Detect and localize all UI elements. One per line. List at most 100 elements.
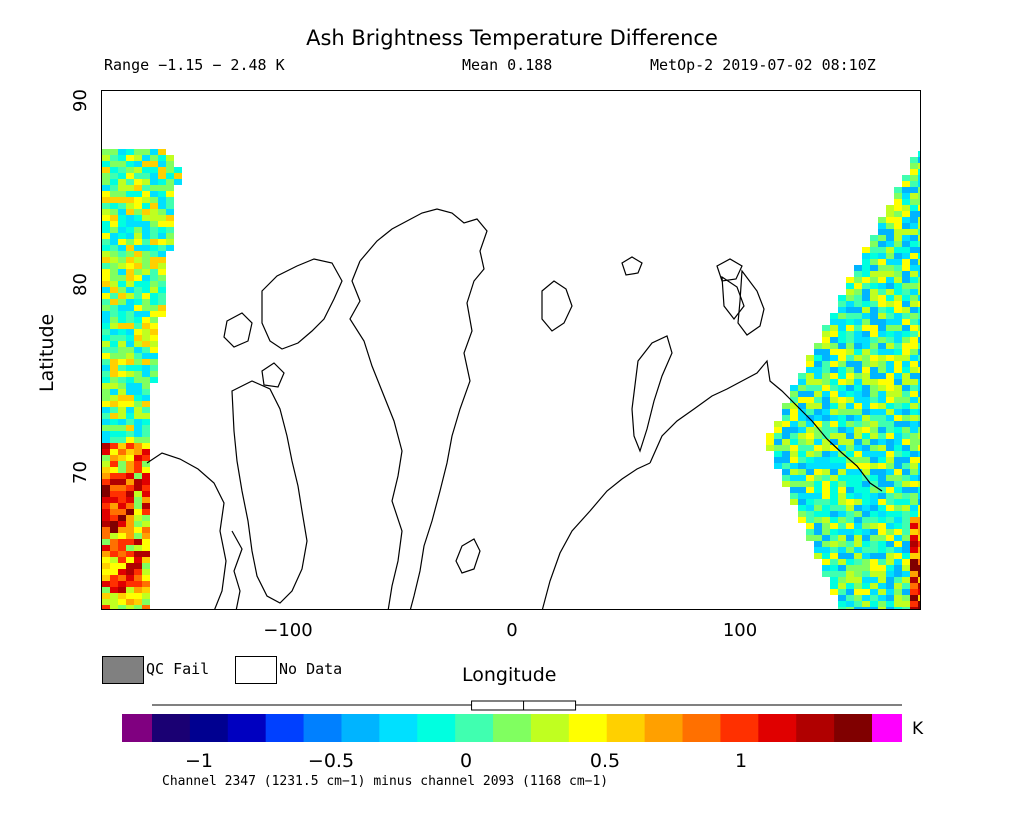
swath-cell — [870, 475, 878, 481]
swath-cell — [830, 577, 838, 583]
swath-cell — [126, 197, 134, 203]
swath-cell — [806, 427, 814, 433]
swath-cell — [910, 553, 918, 559]
swath-cell — [150, 245, 158, 251]
swath-cell — [894, 469, 902, 475]
swath-cell — [102, 149, 110, 155]
swath-cell — [878, 379, 886, 385]
swath-cell — [838, 589, 846, 595]
swath-cell — [870, 277, 878, 283]
swath-cell — [902, 295, 910, 301]
cbar-tick-minus05: −0.5 — [307, 750, 355, 772]
swath-cell — [118, 149, 126, 155]
swath-cell — [846, 289, 854, 295]
swath-cell — [766, 433, 774, 439]
swath-cell — [838, 367, 846, 373]
swath-cell — [806, 517, 814, 523]
swath-cell — [886, 247, 894, 253]
swath-cell — [878, 283, 886, 289]
swath-cell — [126, 407, 134, 413]
swath-cell — [814, 463, 822, 469]
swath-cell — [854, 601, 862, 607]
swath-cell — [886, 481, 894, 487]
swath-cell — [118, 569, 126, 575]
swath-cell — [150, 185, 158, 191]
swath-cell — [862, 559, 870, 565]
swath-cell — [910, 493, 918, 499]
swath-cell — [902, 577, 910, 583]
swath-cell — [846, 469, 854, 475]
swath-cell — [854, 529, 862, 535]
swath-cell — [846, 319, 854, 325]
swath-cell — [886, 253, 894, 259]
swath-cell — [142, 593, 150, 599]
coastline-greenland-west — [349, 260, 403, 609]
coastline-scandinavia — [541, 462, 651, 609]
swath-cell — [118, 251, 126, 257]
swath-cell — [902, 415, 910, 421]
swath-cell — [918, 157, 920, 163]
swath-cell — [118, 479, 126, 485]
swath-cell — [870, 493, 878, 499]
swath-cell — [110, 359, 118, 365]
swath-cell — [110, 431, 118, 437]
swath-cell — [862, 457, 870, 463]
swath-cell — [118, 509, 126, 515]
swath-cell — [870, 445, 878, 451]
swath-cell — [902, 331, 910, 337]
swath-cell — [886, 445, 894, 451]
swath-cell — [102, 527, 110, 533]
swath-cell — [118, 455, 126, 461]
swath-cell — [886, 565, 894, 571]
swath-cell — [918, 481, 920, 487]
swath-cell — [846, 421, 854, 427]
swath-cell — [166, 239, 174, 245]
swath-cell — [822, 463, 830, 469]
swath-cell — [142, 503, 150, 509]
swath-cell — [102, 605, 110, 609]
swath-cell — [918, 535, 920, 541]
swath-cell — [918, 451, 920, 457]
swath-cell — [902, 313, 910, 319]
cbar-cell — [455, 714, 494, 742]
swath-cell — [126, 293, 134, 299]
swath-cell — [854, 415, 862, 421]
swath-cell — [110, 353, 118, 359]
swath-cell — [126, 329, 134, 335]
swath-cell — [790, 457, 798, 463]
swath-cell — [142, 203, 150, 209]
swath-cell — [878, 439, 886, 445]
swath-cell — [854, 451, 862, 457]
swath-cell — [862, 385, 870, 391]
swath-cell — [830, 355, 838, 361]
swath-cell — [870, 589, 878, 595]
swath-cell — [894, 487, 902, 493]
swath-cell — [134, 347, 142, 353]
swath-cell — [126, 269, 134, 275]
swath-cell — [894, 229, 902, 235]
swath-cell — [822, 517, 830, 523]
swath-cell — [814, 433, 822, 439]
swath-cell — [830, 529, 838, 535]
swath-cell — [830, 493, 838, 499]
swath-cell — [142, 179, 150, 185]
swath-cell — [894, 565, 902, 571]
swath-cell — [918, 247, 920, 253]
swath-cell — [894, 349, 902, 355]
swath-cell — [118, 365, 126, 371]
swath-cell — [886, 307, 894, 313]
swath-cell — [142, 173, 150, 179]
swath-cell — [110, 581, 118, 587]
swath-cell — [846, 403, 854, 409]
cbar-cell — [379, 714, 418, 742]
coastline-franz-josef — [621, 256, 643, 276]
swath-cell — [102, 311, 110, 317]
swath-cell — [142, 359, 150, 365]
swath-cell — [870, 439, 878, 445]
swath-cell — [110, 479, 118, 485]
swath-cell — [918, 385, 920, 391]
swath-cell — [102, 359, 110, 365]
swath-cell — [782, 475, 790, 481]
swath-cell — [886, 571, 894, 577]
swath-cell — [118, 431, 126, 437]
